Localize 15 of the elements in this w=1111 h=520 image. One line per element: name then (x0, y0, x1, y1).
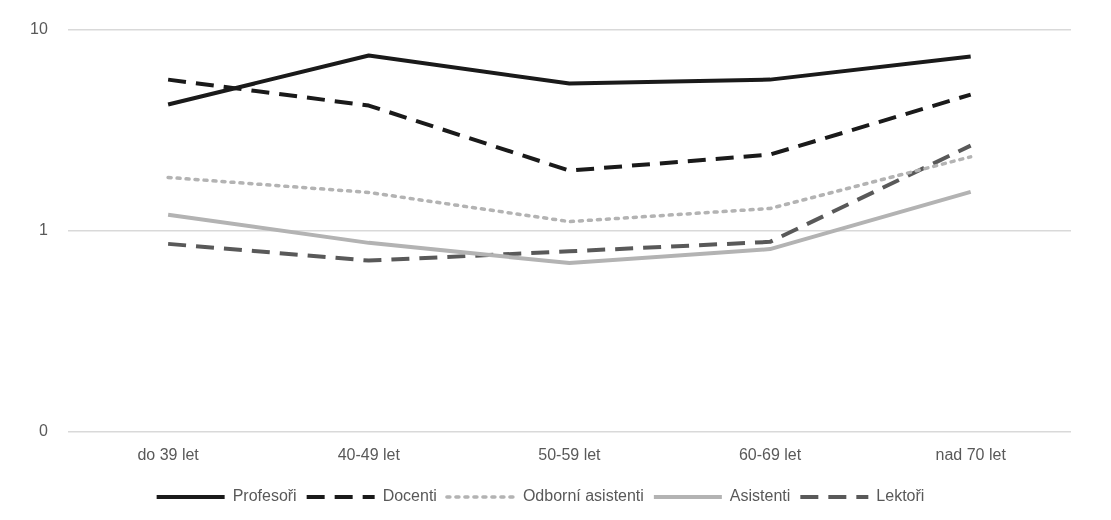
line-series (166, 143, 973, 263)
x-tick-label: do 39 let (137, 445, 200, 463)
x-tick-label: nad 70 let (935, 445, 1007, 463)
y-tick-label: 0 (38, 422, 48, 440)
x-tick-label: 60-69 let (738, 445, 802, 463)
line-series (166, 155, 973, 224)
legend-label: Profesoři (232, 487, 297, 505)
y-tick-label: 1 (38, 221, 48, 239)
legend-label: Docenti (382, 487, 437, 505)
y-tick-label: 10 (30, 20, 48, 38)
x-tick-label: 40-49 let (337, 445, 401, 463)
x-tick-label: 50-59 let (538, 445, 602, 463)
legend-label: Asistenti (729, 487, 791, 505)
legend-label: Odborní asistenti (522, 487, 644, 505)
legend-label: Lektoři (876, 487, 925, 505)
